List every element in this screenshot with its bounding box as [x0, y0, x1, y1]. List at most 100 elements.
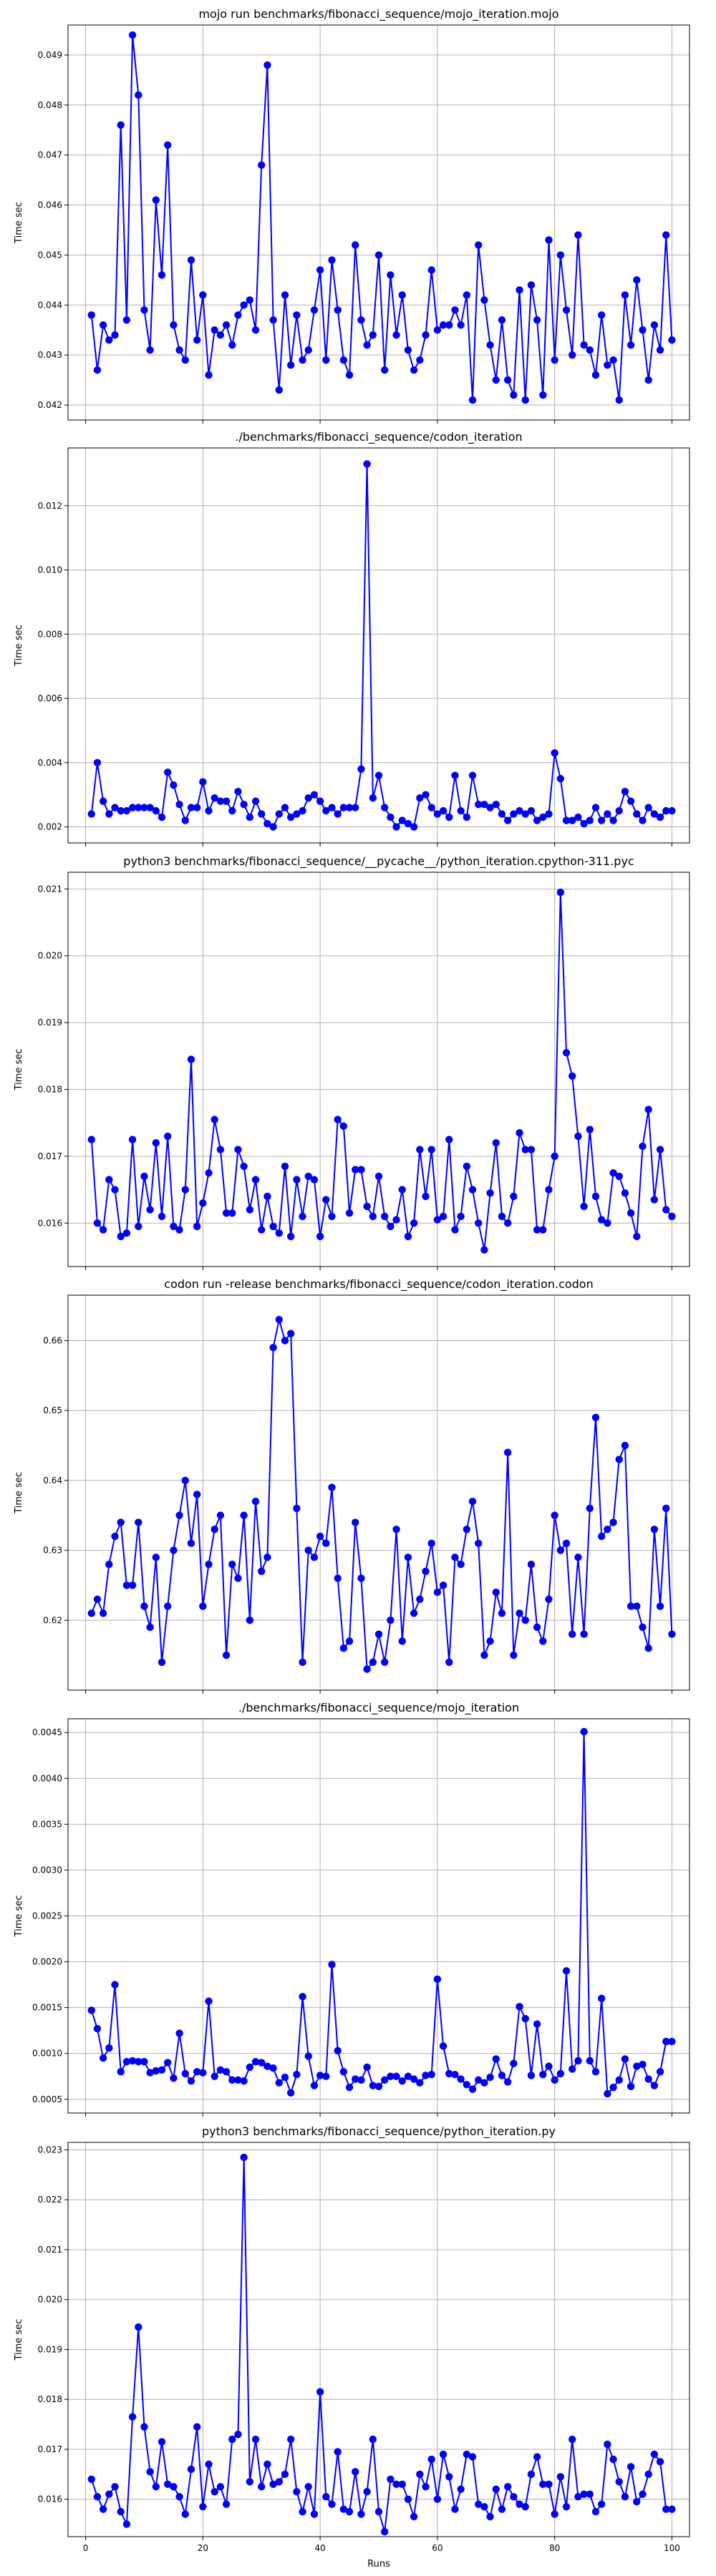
data-point — [392, 331, 400, 339]
data-point — [604, 1526, 611, 1533]
data-point — [380, 2076, 389, 2084]
data-point — [140, 2058, 148, 2066]
data-point — [475, 2500, 483, 2508]
data-point — [170, 781, 178, 789]
data-point — [626, 1209, 635, 1217]
data-point — [392, 1216, 400, 1224]
data-point — [503, 1219, 512, 1227]
data-point — [404, 1553, 412, 1561]
chart-panel-3: 0.016 0.017 0.018 0.019 0.020 0.021 python3 be… — [14, 854, 690, 1270]
data-point — [369, 331, 377, 339]
data-point — [475, 1219, 483, 1227]
data-point — [93, 2493, 102, 2501]
data-point — [569, 2065, 576, 2073]
data-point — [615, 806, 623, 815]
data-point — [339, 356, 348, 364]
data-point — [140, 804, 148, 811]
data-point — [293, 311, 301, 319]
data-point — [246, 2478, 254, 2486]
data-point — [445, 2473, 453, 2481]
data-point — [521, 1616, 529, 1624]
data-point — [445, 813, 453, 821]
data-point — [99, 1609, 107, 1617]
data-point — [205, 371, 213, 379]
y-tick-label: 0.0035 — [32, 1819, 62, 1829]
data-point — [380, 2527, 389, 2536]
data-point — [545, 1595, 553, 1604]
data-point — [639, 2490, 647, 2498]
data-point — [299, 1212, 306, 1221]
data-point — [626, 2463, 635, 2471]
y-tick-label: 0.048 — [38, 100, 62, 110]
data-point — [234, 2430, 242, 2439]
data-point — [433, 1975, 442, 1984]
data-point — [427, 804, 435, 811]
data-point — [263, 2062, 271, 2070]
data-point — [503, 1448, 512, 1457]
data-point — [275, 386, 283, 394]
data-point — [164, 1132, 172, 1141]
data-point — [228, 806, 236, 815]
data-point — [322, 806, 330, 815]
data-point — [357, 316, 365, 324]
data-point — [339, 2068, 348, 2076]
data-point — [521, 2502, 529, 2511]
data-point — [597, 311, 606, 319]
y-tick-label: 0.0025 — [32, 1911, 62, 1921]
data-point — [427, 1539, 435, 1548]
data-point — [310, 1553, 319, 1561]
data-point — [135, 1518, 142, 1526]
data-point — [128, 2413, 137, 2421]
data-point — [574, 1553, 582, 1561]
data-point — [656, 813, 664, 821]
data-point — [339, 1122, 348, 1131]
data-point — [93, 366, 102, 374]
data-point — [650, 1526, 659, 1533]
data-point — [164, 2480, 172, 2488]
data-point — [539, 391, 547, 399]
data-point — [451, 2505, 459, 2513]
data-point — [556, 251, 565, 259]
data-point — [521, 2014, 529, 2023]
data-point — [551, 1511, 558, 1519]
data-point — [516, 2003, 523, 2011]
data-point — [322, 1196, 330, 1204]
data-point — [480, 296, 488, 304]
data-point — [222, 1209, 231, 1217]
data-point — [539, 2480, 547, 2488]
data-point — [211, 1116, 218, 1123]
data-point — [357, 765, 365, 773]
data-point — [591, 1413, 600, 1422]
data-point — [463, 2081, 471, 2089]
axes-frame — [67, 872, 690, 1267]
chart-title: python3 benchmarks/fibonacci_sequence/__… — [123, 854, 634, 869]
data-point — [122, 2520, 131, 2528]
y-tick-label: 0.017 — [38, 2444, 62, 2454]
data-point — [164, 141, 172, 149]
data-point — [656, 2458, 664, 2466]
data-point — [122, 1229, 131, 1237]
data-point — [633, 276, 641, 284]
data-point — [475, 241, 483, 249]
data-point — [146, 346, 154, 354]
data-point — [668, 806, 676, 815]
data-point — [293, 2070, 301, 2079]
data-point — [304, 2483, 312, 2491]
data-point — [580, 2490, 588, 2498]
data-point — [175, 2493, 183, 2501]
data-point — [398, 816, 406, 824]
data-point — [545, 2480, 553, 2488]
data-point — [656, 346, 664, 354]
data-point — [328, 1483, 336, 1491]
data-point — [128, 2057, 137, 2065]
data-point — [146, 804, 154, 811]
data-point — [475, 1539, 483, 1548]
data-point — [258, 2059, 266, 2067]
data-point — [99, 1226, 107, 1234]
data-point — [275, 2079, 283, 2087]
data-point — [621, 1441, 629, 1450]
data-point — [345, 2083, 354, 2092]
data-point — [281, 1162, 289, 1171]
data-point — [228, 341, 236, 349]
y-tick-label: 0.020 — [38, 951, 62, 961]
